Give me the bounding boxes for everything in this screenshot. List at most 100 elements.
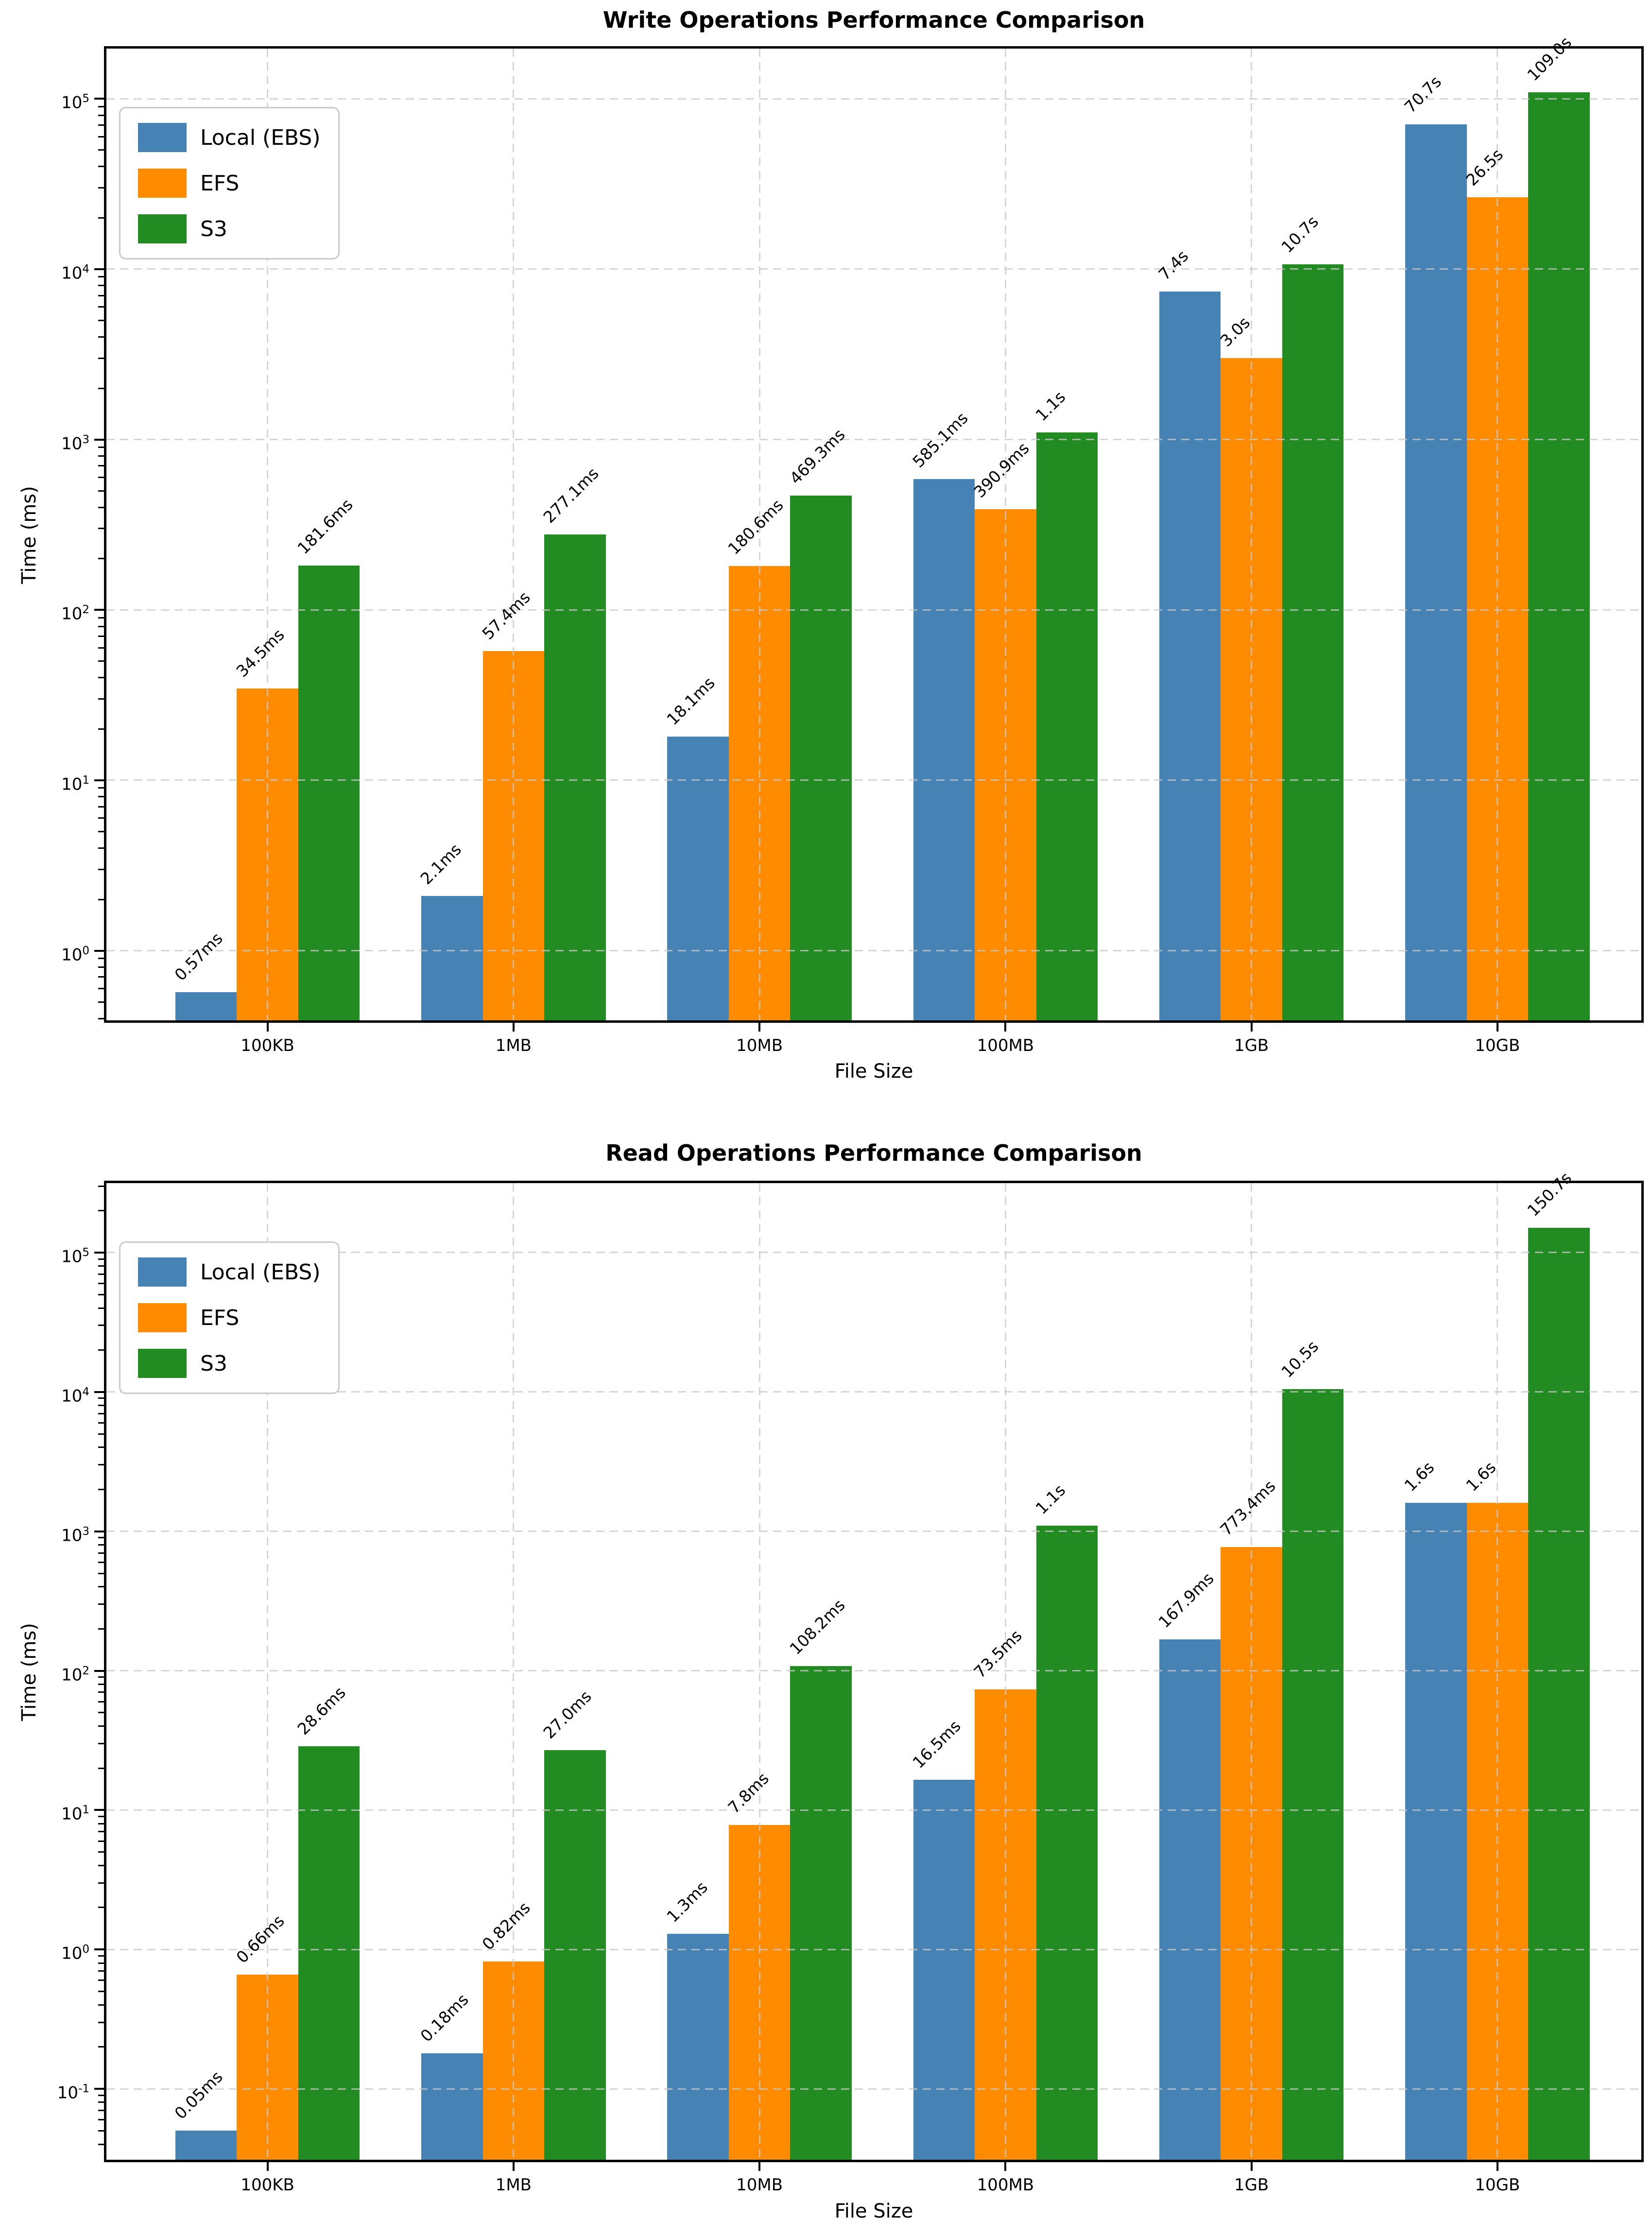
y-minor-tick xyxy=(98,1325,104,1326)
legend-label: Local (EBS) xyxy=(200,125,321,150)
legend-swatch xyxy=(138,1257,187,1287)
y-tick-label: 103 xyxy=(61,433,89,453)
x-tick-label: 100KB xyxy=(241,1036,294,1055)
bar-local-ebs--1gb xyxy=(1159,1639,1221,2160)
bar-value-label: 18.1ms xyxy=(662,673,719,729)
bar-local-ebs--10mb xyxy=(667,1933,729,2160)
y-minor-tick xyxy=(98,976,104,978)
y-minor-tick xyxy=(98,817,104,819)
legend-label: EFS xyxy=(200,1305,240,1330)
legend-swatch xyxy=(138,169,187,198)
y-minor-tick xyxy=(98,1572,104,1574)
y-minor-tick xyxy=(98,958,104,960)
y-minor-tick xyxy=(98,187,104,189)
bar-s3-100mb xyxy=(1036,1525,1098,2160)
bar-value-label: 70.7s xyxy=(1400,72,1446,117)
bar-value-label: 73.5ms xyxy=(970,1626,1026,1682)
x-tick-label: 1MB xyxy=(495,1036,532,1055)
y-minor-tick xyxy=(98,294,104,296)
legend-item-s3: S3 xyxy=(138,1349,321,1378)
bar-s3-1mb xyxy=(544,1750,606,2160)
y-minor-tick xyxy=(98,149,104,151)
bar-value-label: 390.9ms xyxy=(970,438,1033,501)
y-minor-tick xyxy=(98,1767,104,1769)
bar-local-ebs--100mb xyxy=(913,479,975,1020)
y-tick-label: 100 xyxy=(61,1943,89,1963)
x-tick-label: 10GB xyxy=(1475,1036,1520,1055)
bar-local-ebs--10gb xyxy=(1405,1503,1467,2160)
bar-efs-1gb xyxy=(1221,1547,1282,2160)
y-minor-tick xyxy=(98,1823,104,1824)
bar-value-label: 585.1ms xyxy=(909,408,972,472)
y-tick-label: 105 xyxy=(61,92,89,113)
y-minor-tick xyxy=(98,1962,104,1964)
y-minor-tick xyxy=(98,1185,104,1187)
bar-s3-10gb xyxy=(1528,1227,1590,2160)
x-major-tick xyxy=(758,2162,761,2171)
legend-item-efs: EFS xyxy=(138,1303,321,1332)
bar-value-label: 277.1ms xyxy=(539,464,603,527)
y-minor-tick xyxy=(98,1544,104,1546)
y-minor-tick xyxy=(98,506,104,508)
y-minor-tick xyxy=(98,698,104,700)
x-tick-label: 10MB xyxy=(736,1036,783,1055)
y-minor-tick xyxy=(98,455,104,457)
y-minor-tick xyxy=(98,796,104,798)
y-minor-tick xyxy=(98,1412,104,1414)
bar-s3-100mb xyxy=(1036,432,1098,1020)
x-major-tick xyxy=(1250,2162,1253,2171)
y-minor-tick xyxy=(98,2004,104,2006)
x-major-tick xyxy=(1250,1023,1253,1032)
bar-value-label: 57.4ms xyxy=(478,587,534,643)
y-minor-tick xyxy=(98,136,104,138)
bar-value-label: 34.5ms xyxy=(232,625,288,681)
bar-value-label: 0.82ms xyxy=(478,1898,534,1954)
write-chart-title: Write Operations Performance Comparison xyxy=(602,7,1145,33)
y-minor-tick xyxy=(98,124,104,126)
y-minor-tick xyxy=(98,1955,104,1957)
y-tick-label: 105 xyxy=(61,1246,89,1267)
bar-efs-10gb xyxy=(1466,197,1529,1020)
legend-swatch xyxy=(138,1303,187,1332)
y-minor-tick xyxy=(98,1970,104,1972)
y-tick-label: 102 xyxy=(61,603,89,624)
y-minor-tick xyxy=(98,1265,104,1267)
legend-item-s3: S3 xyxy=(138,214,321,243)
y-minor-tick xyxy=(98,966,104,968)
legend: Local (EBS) EFS S3 xyxy=(119,107,340,259)
x-major-tick xyxy=(266,1023,269,1032)
y-minor-tick xyxy=(98,1307,104,1309)
bar-value-label: 3.0s xyxy=(1216,313,1254,351)
y-minor-tick xyxy=(98,1210,104,1212)
x-major-tick xyxy=(1004,2162,1007,2171)
y-minor-tick xyxy=(98,898,104,900)
y-major-tick xyxy=(94,1530,104,1532)
y-minor-tick xyxy=(98,1701,104,1703)
bar-s3-10mb xyxy=(790,495,852,1020)
y-minor-tick xyxy=(98,1586,104,1588)
read-chart-title: Read Operations Performance Comparison xyxy=(605,1140,1142,1166)
x-tick-label: 1MB xyxy=(495,2175,532,2195)
bar-value-label: 1.3ms xyxy=(662,1877,711,1926)
legend: Local (EBS) EFS S3 xyxy=(119,1241,340,1394)
y-minor-tick xyxy=(98,1691,104,1693)
y-tick-label: 10-1 xyxy=(57,2082,89,2103)
y-minor-tick xyxy=(98,319,104,321)
y-minor-tick xyxy=(98,728,104,730)
bar-s3-10mb xyxy=(790,1666,852,2160)
bar-s3-100kb xyxy=(298,1746,360,2160)
legend-swatch xyxy=(138,1349,187,1378)
y-major-tick xyxy=(94,1948,104,1951)
y-minor-tick xyxy=(98,1851,104,1853)
y-tick-label: 100 xyxy=(61,944,89,964)
y-minor-tick xyxy=(98,1349,104,1351)
y-minor-tick xyxy=(98,787,104,789)
y-minor-tick xyxy=(98,1464,104,1466)
y-minor-tick xyxy=(98,1882,104,1884)
y-major-tick xyxy=(94,1669,104,1672)
y-minor-tick xyxy=(98,1283,104,1285)
y-tick-label: 103 xyxy=(61,1525,89,1545)
bar-value-label: 2.1ms xyxy=(416,840,465,888)
bar-value-label: 26.5s xyxy=(1462,144,1507,189)
